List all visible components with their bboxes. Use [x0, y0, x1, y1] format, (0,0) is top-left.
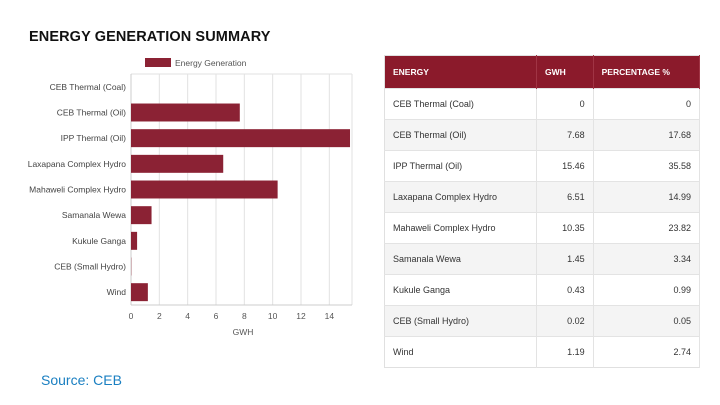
x-tick-label: 12 — [296, 311, 306, 321]
energy-table: ENERGY GWH PERCENTAGE % CEB Thermal (Coa… — [384, 55, 701, 368]
cell-percentage: 14.99 — [593, 181, 701, 213]
cell-percentage: 0.99 — [593, 274, 701, 306]
category-label: Laxapana Complex Hydro — [28, 159, 127, 169]
table-row: Wind 1.19 2.74 — [384, 336, 701, 368]
category-label: Samanala Wewa — [62, 210, 126, 220]
cell-gwh: 1.45 — [536, 243, 594, 275]
x-tick-label: 10 — [268, 311, 278, 321]
cell-percentage: 3.34 — [593, 243, 701, 275]
category-label: CEB Thermal (Coal) — [50, 82, 127, 92]
cell-percentage: 17.68 — [593, 119, 701, 151]
table-header-row: ENERGY GWH PERCENTAGE % — [384, 55, 701, 89]
table-row: Laxapana Complex Hydro 6.51 14.99 — [384, 181, 701, 213]
x-tick-label: 2 — [157, 311, 162, 321]
cell-energy: Kukule Ganga — [384, 274, 537, 306]
header-gwh: GWH — [536, 55, 594, 89]
cell-energy: IPP Thermal (Oil) — [384, 150, 537, 182]
bar — [131, 103, 240, 122]
cell-gwh: 1.19 — [536, 336, 594, 368]
cell-gwh: 7.68 — [536, 119, 594, 151]
cell-gwh: 0 — [536, 88, 594, 120]
table-row: CEB Thermal (Oil) 7.68 17.68 — [384, 119, 701, 151]
cell-gwh: 0.02 — [536, 305, 594, 337]
x-tick-label: 6 — [214, 311, 219, 321]
table-row: CEB (Small Hydro) 0.02 0.05 — [384, 305, 701, 337]
cell-gwh: 15.46 — [536, 150, 594, 182]
x-axis-label: GWH — [233, 327, 254, 337]
page-title: ENERGY GENERATION SUMMARY — [29, 29, 271, 45]
cell-energy: CEB Thermal (Coal) — [384, 88, 537, 120]
bar — [131, 206, 152, 225]
bar — [131, 231, 138, 250]
table-row: Mahaweli Complex Hydro 10.35 23.82 — [384, 212, 701, 244]
cell-energy: CEB (Small Hydro) — [384, 305, 537, 337]
x-tick-label: 8 — [242, 311, 247, 321]
legend-label: Energy Generation — [175, 58, 247, 68]
x-tick-label: 0 — [129, 311, 134, 321]
source-note: Source: CEB — [41, 372, 122, 388]
cell-energy: Samanala Wewa — [384, 243, 537, 275]
bar — [131, 129, 351, 148]
cell-energy: Mahaweli Complex Hydro — [384, 212, 537, 244]
category-label: Mahaweli Complex Hydro — [29, 185, 126, 195]
bar — [131, 154, 224, 173]
energy-bar-chart: 0 2 4 6 8 10 12 14 CEB Thermal (Coal) CEB Thermal… — [28, 58, 353, 337]
header-percentage: PERCENTAGE % — [593, 55, 701, 89]
x-tick-label: 14 — [325, 311, 335, 321]
cell-energy: Wind — [384, 336, 537, 368]
table-row: Kukule Ganga 0.43 0.99 — [384, 274, 701, 306]
cell-gwh: 10.35 — [536, 212, 594, 244]
cell-percentage: 35.58 — [593, 150, 701, 182]
category-label: CEB (Small Hydro) — [54, 262, 126, 272]
table-row: IPP Thermal (Oil) 15.46 35.58 — [384, 150, 701, 182]
category-label: IPP Thermal (Oil) — [61, 133, 127, 143]
table-row: CEB Thermal (Coal) 0 0 — [384, 88, 701, 120]
x-tick-label: 4 — [185, 311, 190, 321]
legend-swatch — [145, 58, 171, 67]
category-label: Kukule Ganga — [72, 236, 126, 246]
cell-energy: Laxapana Complex Hydro — [384, 181, 537, 213]
cell-percentage: 23.82 — [593, 212, 701, 244]
bar — [131, 283, 148, 302]
cell-gwh: 0.43 — [536, 274, 594, 306]
cell-percentage: 2.74 — [593, 336, 701, 368]
cell-energy: CEB Thermal (Oil) — [384, 119, 537, 151]
bar — [131, 180, 278, 199]
cell-percentage: 0.05 — [593, 305, 701, 337]
category-label: CEB Thermal (Oil) — [57, 108, 126, 118]
category-label: Wind — [107, 287, 127, 297]
header-energy: ENERGY — [384, 55, 537, 89]
cell-gwh: 6.51 — [536, 181, 594, 213]
cell-percentage: 0 — [593, 88, 701, 120]
table-row: Samanala Wewa 1.45 3.34 — [384, 243, 701, 275]
